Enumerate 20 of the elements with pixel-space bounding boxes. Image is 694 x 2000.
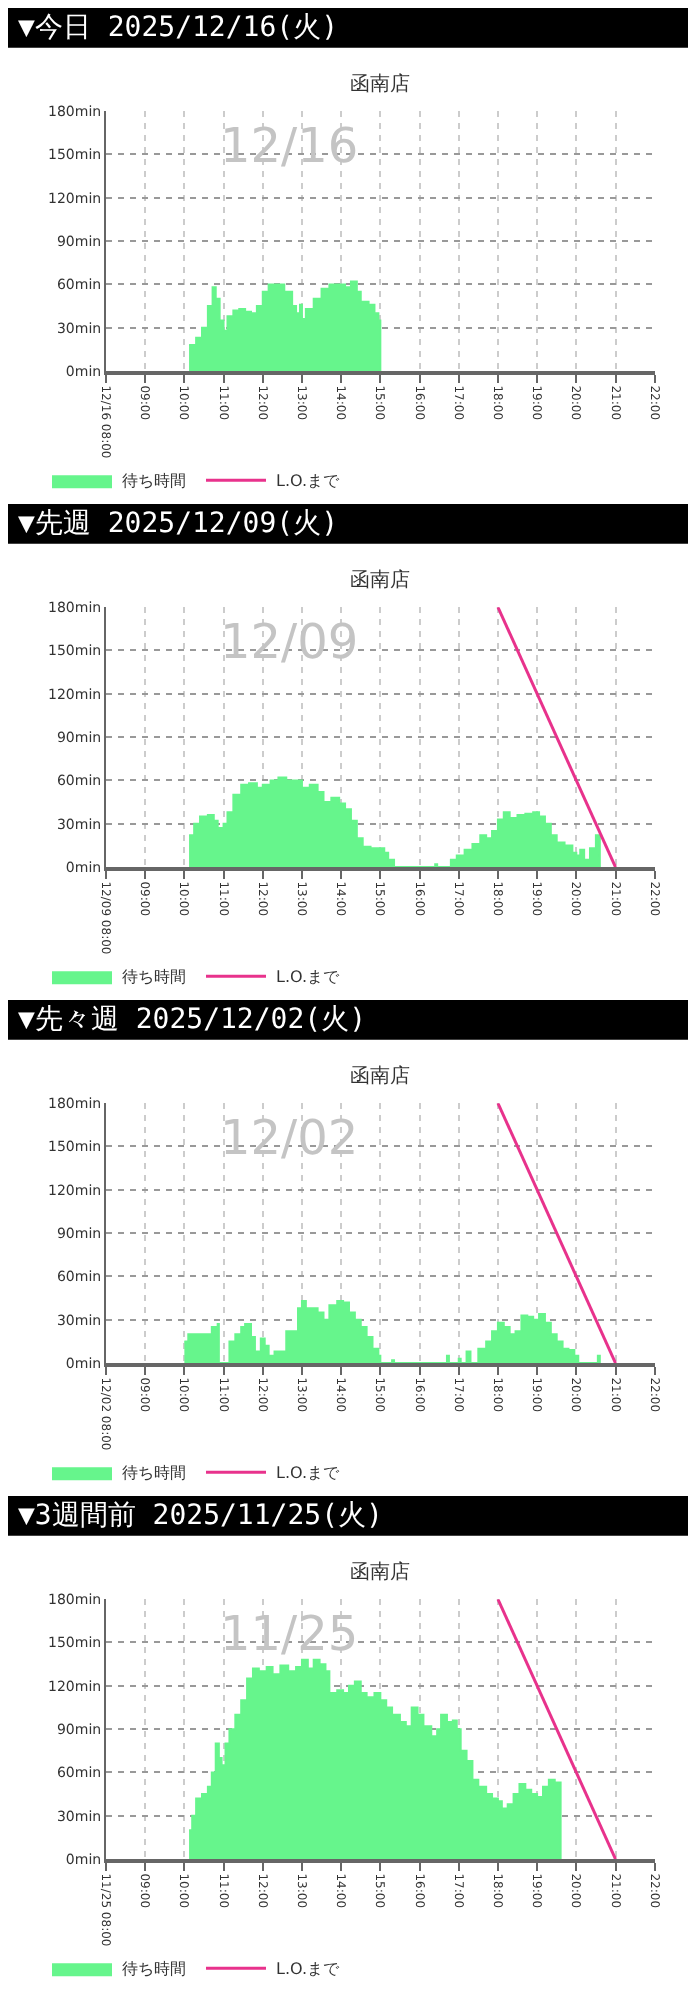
legend-label: L.O.まで (276, 472, 342, 491)
legend-label: 待ち時間 (122, 472, 186, 491)
annotation: 11/25 (220, 1606, 359, 1662)
chart-subtitle: 函南店 (350, 1064, 410, 1088)
legend-label: 待ち時間 (122, 1960, 186, 1979)
chart-subtitle: 函南店 (350, 1560, 410, 1584)
legend-label: 待ち時間 (122, 968, 186, 987)
annotation: 12/02 (220, 1110, 359, 1166)
chart-subtitle: 函南店 (350, 72, 410, 96)
annotation: 12/16 (220, 118, 359, 174)
legend-label: L.O.まで (276, 1960, 342, 1979)
legend-label: 待ち時間 (122, 1464, 186, 1483)
chart-subtitle: 函南店 (350, 568, 410, 592)
chart-title: ▼先週 2025/12/09(火) (18, 508, 339, 540)
annotation: 12/09 (220, 614, 359, 670)
legend-label: L.O.まで (276, 968, 342, 987)
chart-title: ▼今日 2025/12/16(火) (18, 12, 339, 44)
chart-title: ▼3週間前 2025/11/25(火) (18, 1500, 383, 1532)
legend-label: L.O.まで (276, 1464, 342, 1483)
chart-title: ▼先々週 2025/12/02(火) (18, 1004, 367, 1036)
